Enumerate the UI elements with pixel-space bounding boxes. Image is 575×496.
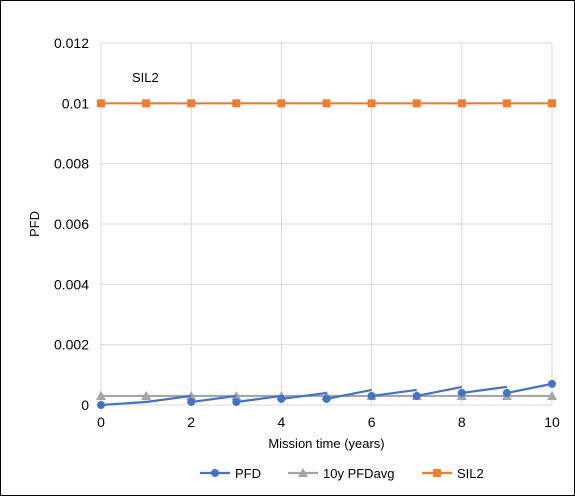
data-point [141, 390, 152, 400]
data-point [187, 99, 196, 108]
sil2-annotation: SIL2 [132, 70, 159, 85]
series-sil2 [97, 99, 556, 108]
y-tick-labels: 0 0.002 0.004 0.006 0.008 0.01 0.012 [54, 35, 89, 413]
series-line-segment [371, 388, 417, 398]
legend-item: SIL2 [422, 466, 484, 481]
legend-label: 10y PFDavg [323, 466, 395, 481]
series-line-segment [191, 394, 237, 404]
series-line-segment [461, 385, 508, 395]
data-point [97, 401, 105, 409]
legend-item: PFD [200, 466, 261, 481]
x-tick-labels: 0 2 4 6 8 10 [97, 414, 560, 430]
legend-label: PFD [235, 466, 261, 481]
data-point [322, 99, 331, 108]
legend-marker [211, 469, 219, 477]
data-point [367, 391, 376, 400]
data-point [457, 388, 466, 397]
gridlines [100, 42, 553, 406]
x-tick-label: 2 [187, 414, 195, 430]
x-axis-title: Mission time (years) [268, 436, 384, 451]
data-point [547, 390, 557, 400]
data-point [231, 390, 242, 400]
y-tick-label: 0.01 [62, 95, 89, 111]
x-tick-label: 6 [368, 414, 376, 430]
data-point [548, 99, 556, 108]
series-pfd [97, 379, 556, 409]
data-point [232, 99, 241, 108]
data-point [187, 397, 196, 406]
legend-marker [433, 469, 441, 477]
data-point [186, 390, 197, 400]
series-line-segment [506, 382, 553, 395]
data-point [412, 99, 421, 108]
x-tick-label: 10 [544, 414, 560, 430]
legend-item: 10y PFDavg [288, 466, 395, 481]
legend-marker [298, 468, 308, 477]
series-layer [96, 99, 557, 409]
data-point [96, 390, 106, 400]
data-point [412, 391, 421, 400]
data-point [232, 397, 241, 406]
y-axis-title: PFD [27, 211, 42, 237]
data-point [548, 379, 556, 388]
data-point [277, 394, 286, 403]
y-tick-label: 0.006 [54, 216, 89, 232]
y-tick-label: 0.012 [54, 35, 89, 51]
data-point [322, 394, 331, 403]
series-line-segment [326, 388, 372, 401]
data-point [367, 99, 376, 108]
data-point [457, 99, 466, 108]
series-line-segment [416, 385, 463, 398]
data-point [142, 99, 151, 108]
series-line-segment [100, 394, 192, 407]
legend-label: SIL2 [457, 466, 484, 481]
data-point [277, 99, 286, 108]
x-tick-label: 4 [278, 414, 286, 430]
data-point [502, 388, 511, 397]
y-tick-label: 0 [81, 397, 89, 413]
series-line-segment [236, 394, 282, 404]
y-tick-label: 0.002 [54, 337, 89, 353]
data-point [502, 99, 511, 108]
series-line-segment [281, 391, 327, 401]
x-tick-label: 8 [458, 414, 466, 430]
legend: PFD 10y PFDavg SIL2 [200, 466, 484, 481]
y-tick-label: 0.004 [54, 276, 89, 292]
data-point [97, 99, 105, 108]
y-tick-label: 0.008 [54, 156, 89, 172]
x-tick-label: 0 [97, 414, 105, 430]
